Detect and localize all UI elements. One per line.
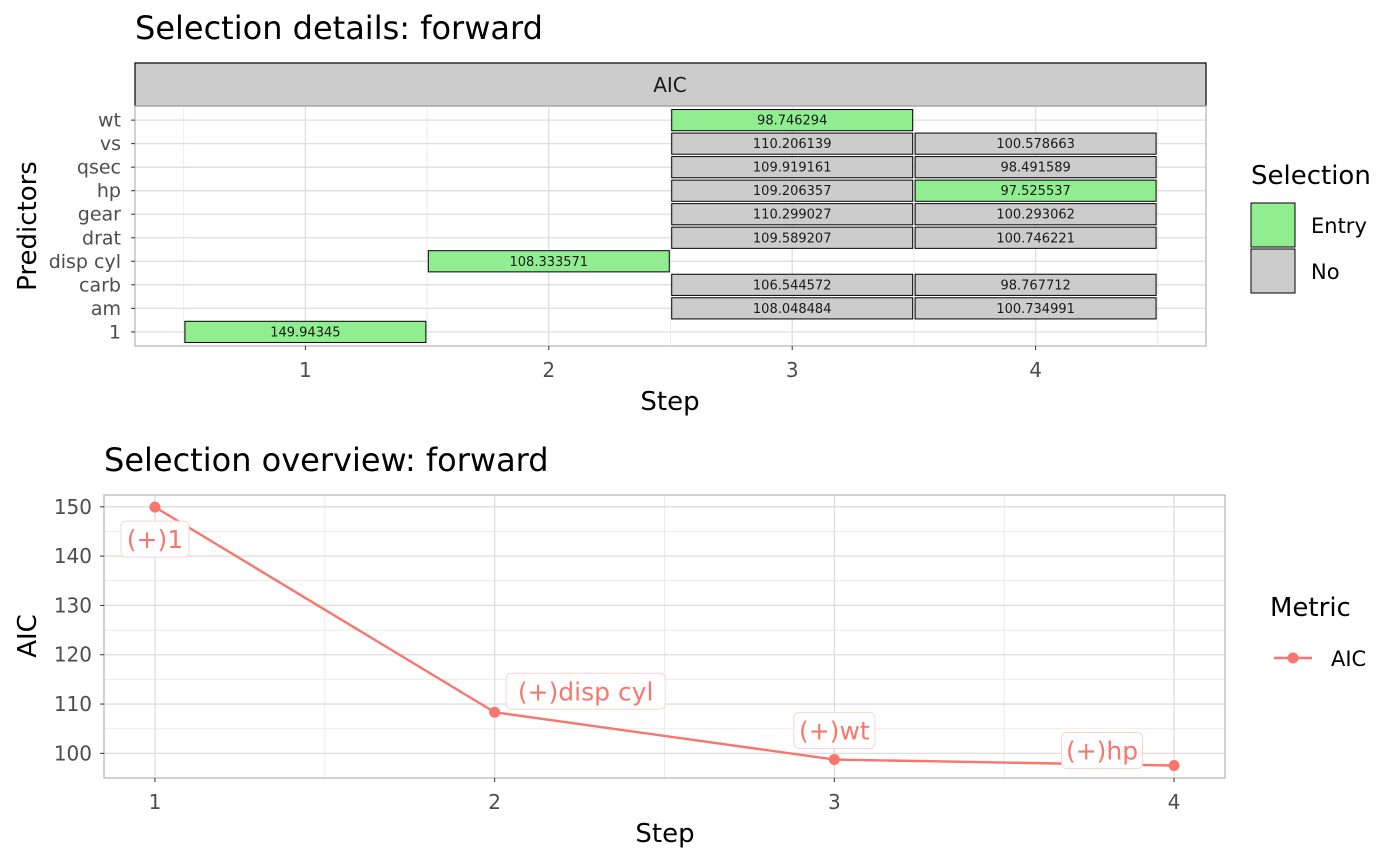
cell-value-label: 108.333571 [510, 255, 589, 270]
selection-cell [914, 226, 1157, 249]
y-tick-label: drat [82, 227, 121, 249]
legend-label-aic: AIC [1331, 647, 1366, 671]
facet-strip-label: AIC [653, 73, 687, 97]
y-tick-label: 130 [54, 593, 92, 617]
selection-cell [914, 132, 1157, 155]
cell-value-label: 106.544572 [753, 278, 832, 293]
y-tick-label: carb [79, 274, 121, 296]
selection-cell [914, 203, 1157, 226]
legend-label-no: No [1311, 260, 1340, 284]
step-annotation-box [1061, 732, 1144, 770]
overview-x-axis-label: Step [635, 819, 694, 849]
overview-y-ticks: 100 110 120 130 140 150 [54, 495, 104, 765]
details-panel-border [134, 105, 1207, 347]
selection-cell [671, 179, 914, 202]
cell-value-label: 100.293062 [996, 208, 1075, 223]
y-tick-label: hp [97, 180, 121, 202]
x-tick-label: 4 [1168, 790, 1181, 814]
y-tick-label: 150 [54, 495, 92, 519]
details-cells: 149.94345 108.333571 98.746294 110.206139 10… [184, 109, 1157, 343]
legend-key-no [1250, 248, 1296, 294]
selection-cell [914, 179, 1157, 202]
aic-point [149, 501, 161, 513]
selection-legend-title: Selection [1251, 161, 1371, 191]
selection-cell [671, 132, 914, 155]
selection-cell [184, 320, 427, 343]
y-tick-label: vs [100, 133, 121, 155]
step-annotation-box [793, 712, 876, 750]
overview-title: Selection overview: forward [104, 441, 549, 479]
selection-cell [671, 109, 914, 132]
aic-point [1168, 760, 1180, 772]
details-x-ticks: 1 2 3 4 [299, 346, 1042, 382]
cell-value-label: 149.94345 [270, 325, 340, 340]
aic-line [154, 506, 1175, 767]
overview-x-ticks: 1 2 3 4 [149, 778, 1181, 814]
x-tick-label: 1 [149, 790, 162, 814]
facet-strip [134, 62, 1207, 107]
selection-cell [671, 226, 914, 249]
legend-label-entry: Entry [1311, 214, 1367, 238]
aic-point [489, 706, 501, 718]
overview-y-axis-label: AIC [13, 614, 43, 658]
cell-value-label: 98.746294 [757, 114, 827, 129]
details-y-axis-label: Predictors [13, 161, 43, 291]
details-title: Selection details: forward [135, 9, 543, 47]
step-annotation-label: (+)wt [799, 717, 870, 746]
metric-legend: AIC [1274, 647, 1366, 671]
selection-cell [914, 273, 1157, 296]
cell-value-label: 100.578663 [996, 137, 1075, 152]
x-tick-label: 2 [488, 790, 501, 814]
x-tick-label: 2 [542, 358, 555, 382]
cell-value-label: 110.299027 [753, 208, 832, 223]
y-tick-label: 110 [54, 692, 92, 716]
step-annotation-label: (+)1 [127, 525, 183, 554]
cell-value-label: 98.491589 [1000, 161, 1070, 176]
x-tick-label: 1 [299, 358, 312, 382]
selection-cell [671, 156, 914, 179]
cell-value-label: 110.206139 [753, 137, 832, 152]
selection-cell [671, 203, 914, 226]
x-tick-label: 4 [1029, 358, 1042, 382]
cell-value-label: 109.589207 [753, 231, 832, 246]
y-tick-label: gear [78, 204, 121, 226]
overview-series: (+)1 (+)disp cyl (+)wt (+)hp [120, 501, 1180, 772]
y-tick-label: 120 [54, 643, 92, 667]
selection-cell [671, 273, 914, 296]
legend-key-entry [1250, 202, 1296, 248]
y-tick-label: disp cyl [49, 251, 121, 273]
selection-legend: Entry No [1250, 202, 1367, 294]
details-x-axis-label: Step [640, 387, 699, 417]
overview-panel-border [103, 494, 1226, 779]
cell-value-label: 109.206357 [753, 184, 832, 199]
selection-cell [914, 156, 1157, 179]
cell-value-label: 98.767712 [1000, 278, 1070, 293]
step-annotation-label: (+)hp [1066, 737, 1138, 766]
selection-cell [427, 250, 670, 273]
y-tick-label: 140 [54, 544, 92, 568]
selection-cell [671, 297, 914, 320]
y-tick-label: am [91, 298, 121, 320]
y-tick-label: qsec [77, 157, 121, 179]
x-tick-label: 3 [828, 790, 841, 814]
y-tick-label: 100 [54, 741, 92, 765]
cell-value-label: 97.525537 [1000, 184, 1070, 199]
step-annotation-label: (+)disp cyl [518, 677, 654, 706]
step-annotation-box [120, 520, 190, 558]
step-annotation-box [505, 672, 666, 710]
y-tick-label: 1 [109, 321, 121, 343]
cell-value-label: 100.746221 [996, 231, 1075, 246]
cell-value-label: 100.734991 [996, 302, 1075, 317]
metric-legend-title: Metric [1270, 593, 1351, 623]
x-tick-label: 3 [786, 358, 799, 382]
legend-key-point [1287, 652, 1299, 664]
selection-cell [914, 297, 1157, 320]
aic-point [828, 754, 840, 766]
cell-value-label: 109.919161 [753, 161, 832, 176]
cell-value-label: 108.048484 [753, 302, 832, 317]
y-tick-label: wt [98, 110, 121, 132]
